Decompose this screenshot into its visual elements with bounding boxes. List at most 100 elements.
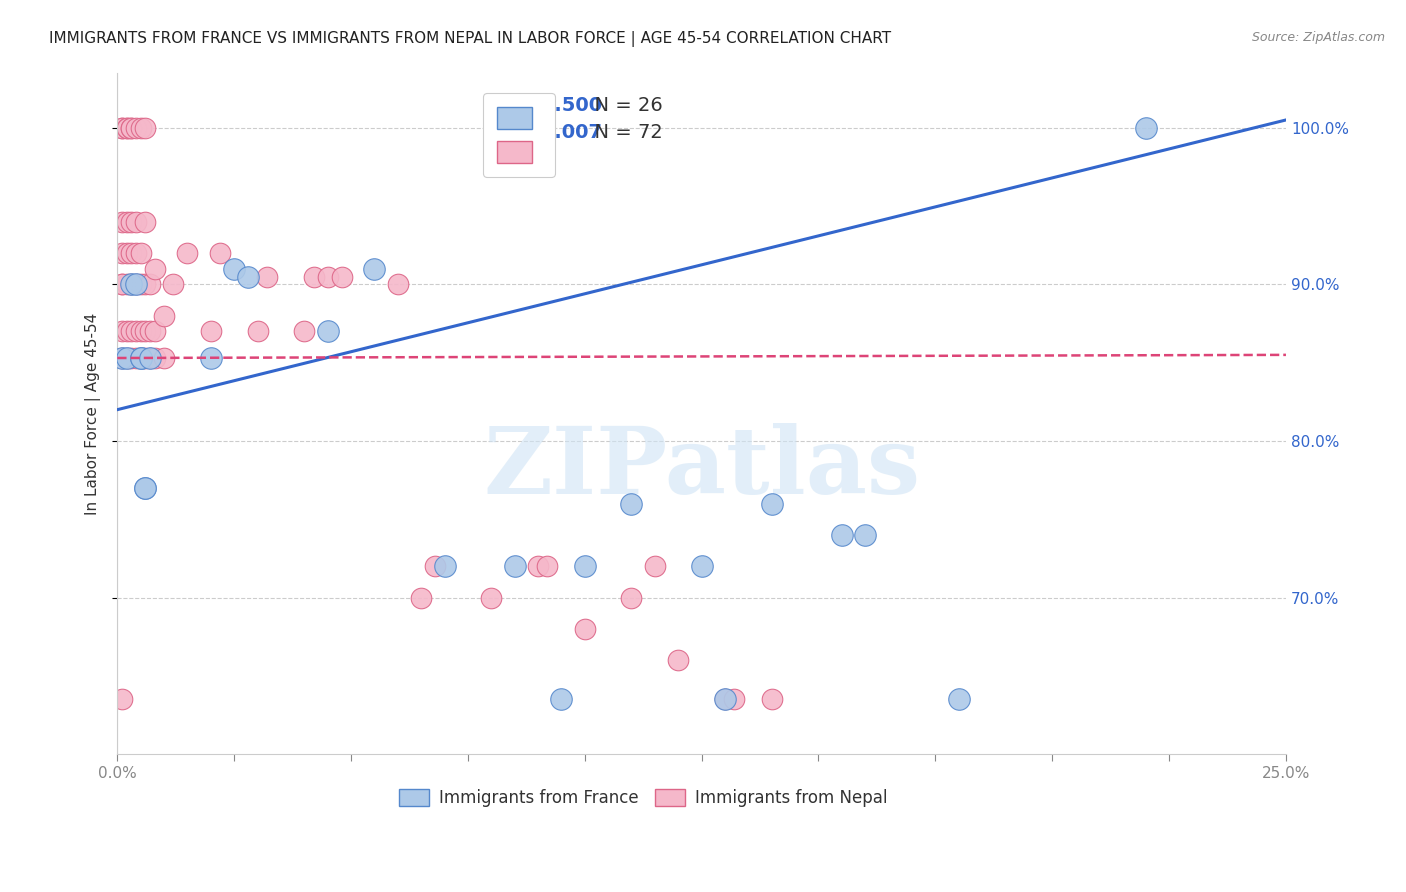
Point: [134, 215, 156, 229]
Point: [574, 559, 596, 574]
Point: [620, 591, 643, 605]
Point: [761, 497, 783, 511]
Point: [111, 277, 134, 292]
Point: [134, 277, 156, 292]
Point: [120, 277, 142, 292]
Point: [316, 324, 339, 338]
Point: [115, 324, 138, 338]
Point: [111, 215, 134, 229]
Point: [129, 120, 152, 135]
Point: [111, 277, 134, 292]
Point: [115, 120, 138, 135]
Point: [111, 120, 134, 135]
Point: [714, 692, 737, 706]
Point: [761, 692, 783, 706]
Point: [120, 120, 142, 135]
Point: [411, 591, 433, 605]
Point: [238, 269, 260, 284]
Point: [200, 351, 222, 365]
Point: [503, 559, 526, 574]
Point: [125, 120, 148, 135]
Point: [139, 277, 162, 292]
Text: ZIPatlas: ZIPatlas: [484, 423, 920, 513]
Text: 0.007: 0.007: [541, 123, 603, 142]
Text: IMMIGRANTS FROM FRANCE VS IMMIGRANTS FROM NEPAL IN LABOR FORCE | AGE 45-54 CORRE: IMMIGRANTS FROM FRANCE VS IMMIGRANTS FRO…: [49, 31, 891, 47]
Point: [125, 215, 148, 229]
Point: [129, 351, 152, 365]
Point: [120, 277, 142, 292]
Point: [433, 559, 456, 574]
Point: [330, 269, 353, 284]
Point: [134, 324, 156, 338]
Point: [550, 692, 572, 706]
Point: [129, 324, 152, 338]
Point: [574, 622, 596, 636]
Point: [714, 692, 737, 706]
Point: [162, 277, 184, 292]
Point: [129, 351, 152, 365]
Point: [153, 309, 176, 323]
Point: [134, 481, 156, 495]
Point: [134, 120, 156, 135]
Point: [115, 246, 138, 260]
Point: [125, 246, 148, 260]
Legend: Immigrants from France, Immigrants from Nepal: Immigrants from France, Immigrants from …: [392, 782, 894, 814]
Point: [115, 215, 138, 229]
Point: [644, 559, 666, 574]
Point: [115, 351, 138, 365]
Point: [1135, 120, 1157, 135]
Point: [831, 528, 853, 542]
Y-axis label: In Labor Force | Age 45-54: In Labor Force | Age 45-54: [86, 312, 101, 515]
Point: [120, 324, 142, 338]
Point: [134, 351, 156, 365]
Point: [316, 269, 339, 284]
Point: [363, 261, 385, 276]
Point: [143, 351, 166, 365]
Point: [111, 246, 134, 260]
Point: [115, 120, 138, 135]
Point: [302, 269, 325, 284]
Point: [853, 528, 876, 542]
Point: [129, 351, 152, 365]
Point: [120, 246, 142, 260]
Point: [115, 277, 138, 292]
Point: [387, 277, 409, 292]
Point: [120, 351, 142, 365]
Point: [134, 481, 156, 495]
Point: [690, 559, 713, 574]
Point: [527, 559, 550, 574]
Point: [153, 351, 176, 365]
Point: [723, 692, 745, 706]
Point: [111, 351, 134, 365]
Point: [139, 351, 162, 365]
Point: [209, 246, 232, 260]
Point: [125, 351, 148, 365]
Text: R =: R =: [512, 96, 555, 115]
Point: [256, 269, 278, 284]
Point: [115, 351, 138, 365]
Point: [139, 351, 162, 365]
Point: [423, 559, 446, 574]
Point: [129, 246, 152, 260]
Point: [224, 261, 246, 276]
Point: [111, 692, 134, 706]
Point: [111, 324, 134, 338]
Point: [479, 591, 502, 605]
Point: [948, 692, 970, 706]
Point: [125, 324, 148, 338]
Text: Source: ZipAtlas.com: Source: ZipAtlas.com: [1251, 31, 1385, 45]
Text: N = 72: N = 72: [582, 123, 664, 142]
Point: [129, 277, 152, 292]
Point: [111, 120, 134, 135]
Point: [143, 261, 166, 276]
Point: [139, 324, 162, 338]
Text: 0.500: 0.500: [541, 96, 603, 115]
Point: [143, 324, 166, 338]
Point: [176, 246, 198, 260]
Point: [125, 277, 148, 292]
Text: N = 26: N = 26: [582, 96, 664, 115]
Point: [536, 559, 558, 574]
Point: [292, 324, 315, 338]
Point: [620, 497, 643, 511]
Point: [666, 653, 689, 667]
